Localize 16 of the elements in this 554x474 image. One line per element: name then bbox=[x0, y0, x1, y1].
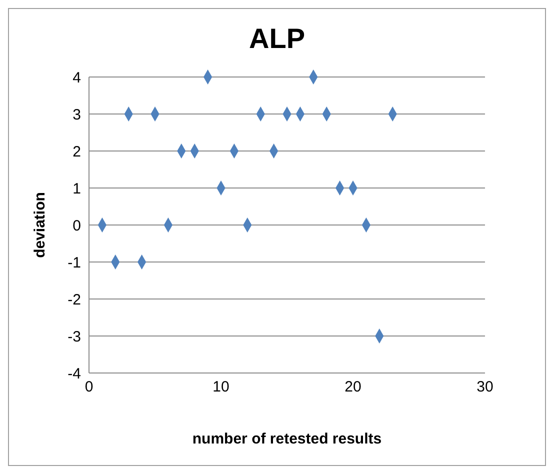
x-tick-label: 20 bbox=[344, 378, 362, 396]
x-tick-label: 10 bbox=[212, 378, 230, 396]
y-tick-label: 1 bbox=[72, 180, 81, 198]
chart-title: ALP bbox=[248, 23, 306, 56]
y-tick-label: -4 bbox=[68, 365, 81, 382]
y-tick-label: 4 bbox=[72, 69, 81, 86]
x-tick-label: 30 bbox=[476, 378, 494, 396]
y-tick-label: 0 bbox=[72, 217, 81, 234]
y-axis-title: deviation bbox=[31, 192, 48, 258]
y-tick-label: 3 bbox=[72, 106, 81, 124]
x-tick-label: 0 bbox=[84, 378, 94, 396]
y-tick-label: -3 bbox=[68, 328, 81, 346]
x-axis-title: number of retested results bbox=[192, 430, 382, 448]
y-tick-label: -2 bbox=[68, 291, 81, 308]
y-tick-label: 2 bbox=[72, 143, 81, 160]
y-tick-label: -1 bbox=[68, 254, 81, 272]
